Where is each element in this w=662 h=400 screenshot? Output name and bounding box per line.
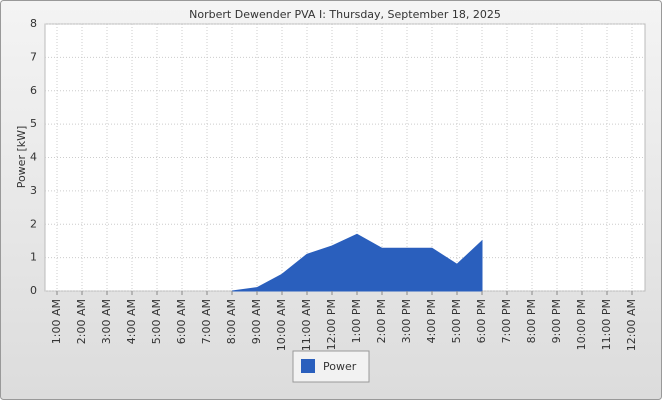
x-tick-label: 4:00 AM — [125, 299, 138, 344]
x-tick-label: 10:00 PM — [575, 299, 588, 350]
x-tick-label: 3:00 PM — [400, 299, 413, 343]
x-tick-label: 11:00 AM — [300, 299, 313, 351]
legend-swatch — [301, 359, 315, 373]
x-tick-label: 9:00 AM — [250, 299, 263, 344]
x-tick-label: 3:00 AM — [100, 299, 113, 344]
x-tick-label: 7:00 AM — [200, 299, 213, 344]
chart-title: Norbert Dewender PVA I: Thursday, Septem… — [189, 8, 501, 21]
x-tick-label: 7:00 PM — [500, 299, 513, 343]
x-tick-label: 5:00 AM — [150, 299, 163, 344]
y-tick-label: 0 — [30, 284, 37, 297]
x-tick-label: 2:00 AM — [75, 299, 88, 344]
x-tick-label: 1:00 PM — [350, 299, 363, 343]
x-tick-label: 8:00 PM — [525, 299, 538, 343]
y-tick-label: 8 — [30, 17, 37, 30]
x-tick-label: 10:00 AM — [275, 299, 288, 351]
area — [231, 233, 483, 292]
y-tick-label: 4 — [30, 151, 37, 164]
y-tick-label: 3 — [30, 184, 37, 197]
x-tick-label: 12:00 PM — [325, 299, 338, 350]
x-tick-label: 8:00 AM — [225, 299, 238, 344]
legend-label: Power — [323, 360, 357, 373]
x-tick-label: 2:00 PM — [375, 299, 388, 343]
y-tick-label: 7 — [30, 50, 37, 63]
y-tick-label: 2 — [30, 217, 37, 230]
y-axis-label: Power [kW] — [15, 126, 28, 189]
y-tick-label: 5 — [30, 117, 37, 130]
x-tick-label: 6:00 AM — [175, 299, 188, 344]
x-tick-label: 9:00 PM — [550, 299, 563, 343]
x-tick-label: 5:00 PM — [450, 299, 463, 343]
y-tick-label: 6 — [30, 84, 37, 97]
x-tick-label: 12:00 AM — [625, 299, 638, 351]
x-tick-label: 6:00 PM — [475, 299, 488, 343]
x-tick-label: 11:00 PM — [600, 299, 613, 350]
x-tick-label: 4:00 PM — [425, 299, 438, 343]
y-tick-label: 1 — [30, 251, 37, 264]
x-tick-label: 1:00 AM — [50, 299, 63, 344]
